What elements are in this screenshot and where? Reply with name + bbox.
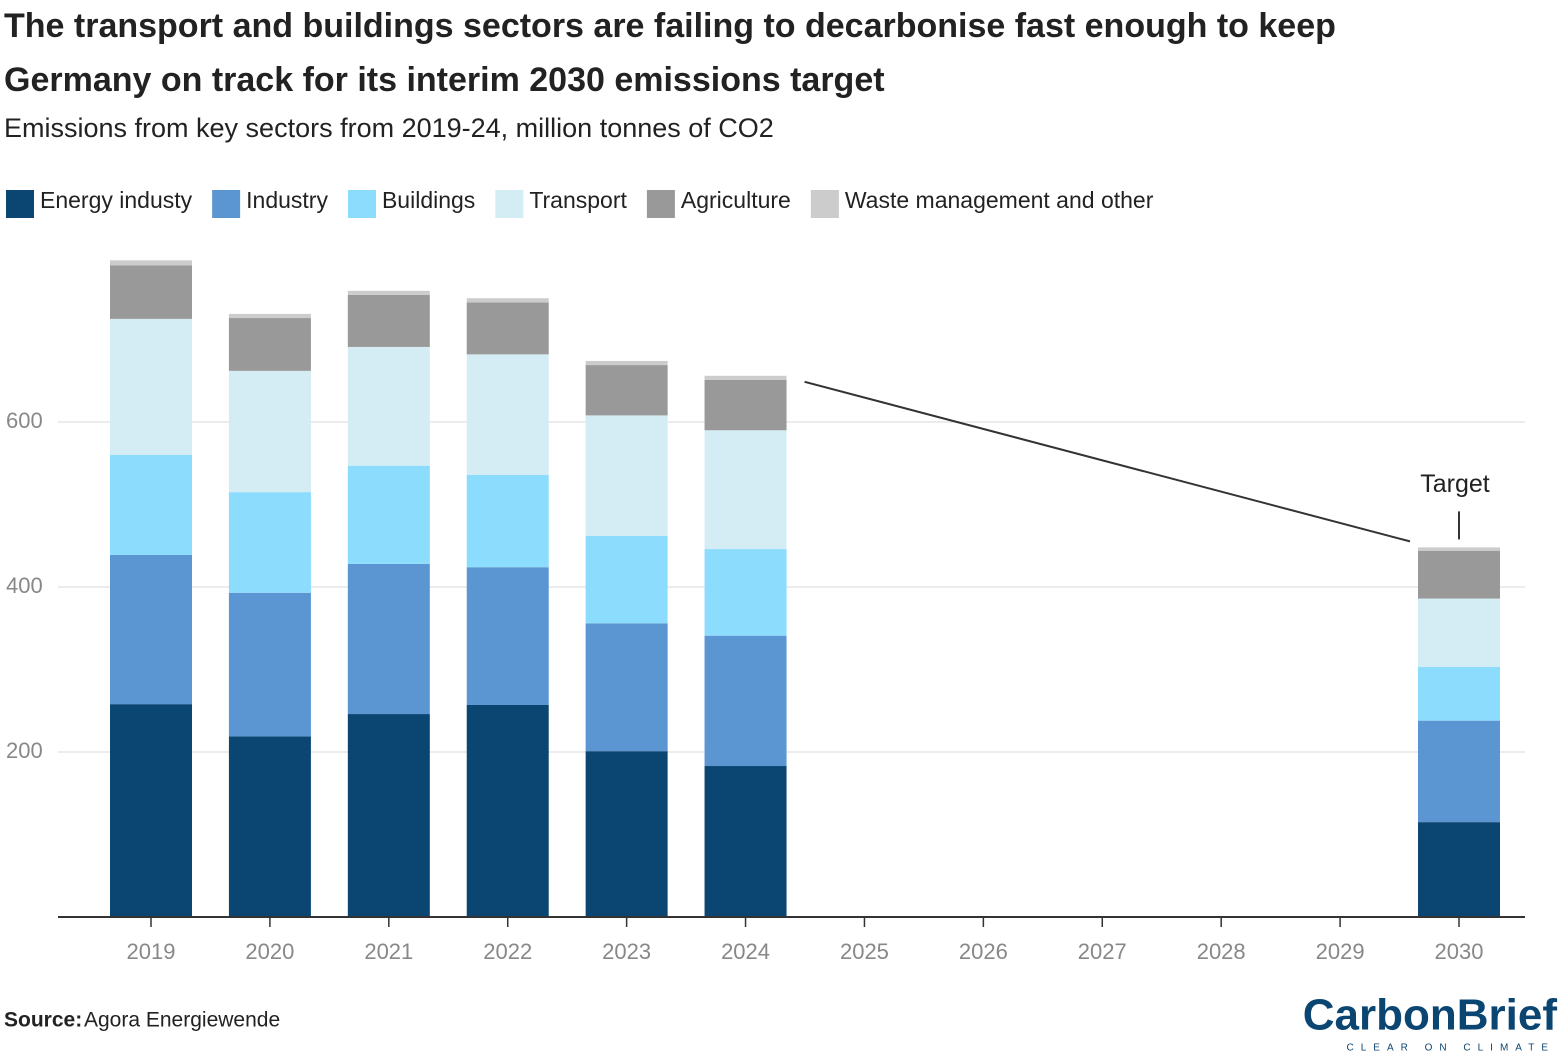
bar-segment xyxy=(347,563,430,715)
bar-segment xyxy=(1418,667,1500,721)
legend-swatch xyxy=(6,190,34,218)
bar-segment xyxy=(347,290,430,295)
y-tick-label: 200 xyxy=(6,738,43,763)
legend-label: Waste management and other xyxy=(845,187,1154,213)
legend-swatch xyxy=(347,190,376,218)
legend-label: Agriculture xyxy=(681,187,791,213)
bar-segment xyxy=(228,318,311,371)
x-tick-label: 2030 xyxy=(1435,939,1484,964)
bar-segment xyxy=(110,455,192,555)
annotation: Target xyxy=(1420,470,1490,498)
bar-segment xyxy=(228,736,311,917)
bar-segment xyxy=(466,474,549,568)
source-label: Source: xyxy=(4,1009,82,1032)
x-tick-label: 2029 xyxy=(1316,939,1365,964)
bar-segment xyxy=(585,535,668,624)
bar-segment xyxy=(347,294,430,347)
bar-segment xyxy=(466,354,549,475)
x-tick-label: 2024 xyxy=(721,939,770,964)
bar-segment xyxy=(110,704,192,917)
bar-segment xyxy=(704,635,787,767)
bar-segment xyxy=(466,298,549,303)
y-tick-label: 400 xyxy=(6,573,43,598)
chart-title: The transport and buildings sectors are … xyxy=(4,7,1336,99)
x-tick-label: 2020 xyxy=(245,939,294,964)
x-tick-label: 2027 xyxy=(1078,939,1127,964)
bar-segment xyxy=(110,260,192,266)
bar-segment xyxy=(110,265,192,319)
bar-segment xyxy=(466,567,549,705)
bar-segment xyxy=(347,346,430,466)
chart-subtitle: Emissions from key sectors from 2019-24,… xyxy=(4,113,774,143)
bar-segment xyxy=(110,554,192,705)
bar-segment xyxy=(1418,550,1500,599)
trend-line xyxy=(804,380,1411,543)
bar-segment xyxy=(704,379,787,431)
bar-segment xyxy=(704,430,787,550)
legend-swatch xyxy=(646,190,675,218)
bar-segment xyxy=(228,370,311,493)
legend-label: Industry xyxy=(246,187,328,213)
bar-segment xyxy=(704,375,787,380)
bar-segment xyxy=(704,549,787,636)
bar-segment xyxy=(1418,720,1500,823)
bar-segment xyxy=(585,415,668,536)
bar-segment xyxy=(704,766,787,917)
bar-segment xyxy=(585,623,668,752)
legend-swatch xyxy=(495,190,524,218)
bar-segment xyxy=(1418,598,1500,668)
logo-tagline: CLEAR ON CLIMATE xyxy=(1347,1043,1556,1054)
bar-segment xyxy=(228,592,311,737)
bar-segment xyxy=(585,365,668,416)
bar-segment xyxy=(228,313,311,319)
bar-segment xyxy=(1418,822,1500,917)
bar-segment xyxy=(585,751,668,917)
bar-segment xyxy=(466,704,549,917)
y-tick-label: 600 xyxy=(6,408,43,433)
bar-segment xyxy=(228,492,311,593)
logo: CarbonBrief xyxy=(1303,991,1558,1040)
x-tick-label: 2026 xyxy=(959,939,1008,964)
legend-label: Energy industy xyxy=(40,187,193,213)
legend-label: Buildings xyxy=(382,187,475,213)
legend-swatch xyxy=(212,190,241,218)
bar-segment xyxy=(1418,547,1500,551)
bar-segment xyxy=(110,318,192,455)
x-tick-label: 2019 xyxy=(127,939,176,964)
x-tick-label: 2025 xyxy=(840,939,889,964)
legend-swatch xyxy=(810,190,839,218)
x-tick-label: 2021 xyxy=(364,939,413,964)
x-tick-label: 2028 xyxy=(1197,939,1246,964)
legend-label: Transport xyxy=(529,187,627,213)
bar-segment xyxy=(347,465,430,564)
bar-segment xyxy=(585,360,668,366)
source: Agora Energiewende xyxy=(84,1009,280,1032)
bar-segment xyxy=(466,302,549,355)
x-tick-label: 2022 xyxy=(483,939,532,964)
x-tick-label: 2023 xyxy=(602,939,651,964)
bar-segment xyxy=(347,714,430,917)
